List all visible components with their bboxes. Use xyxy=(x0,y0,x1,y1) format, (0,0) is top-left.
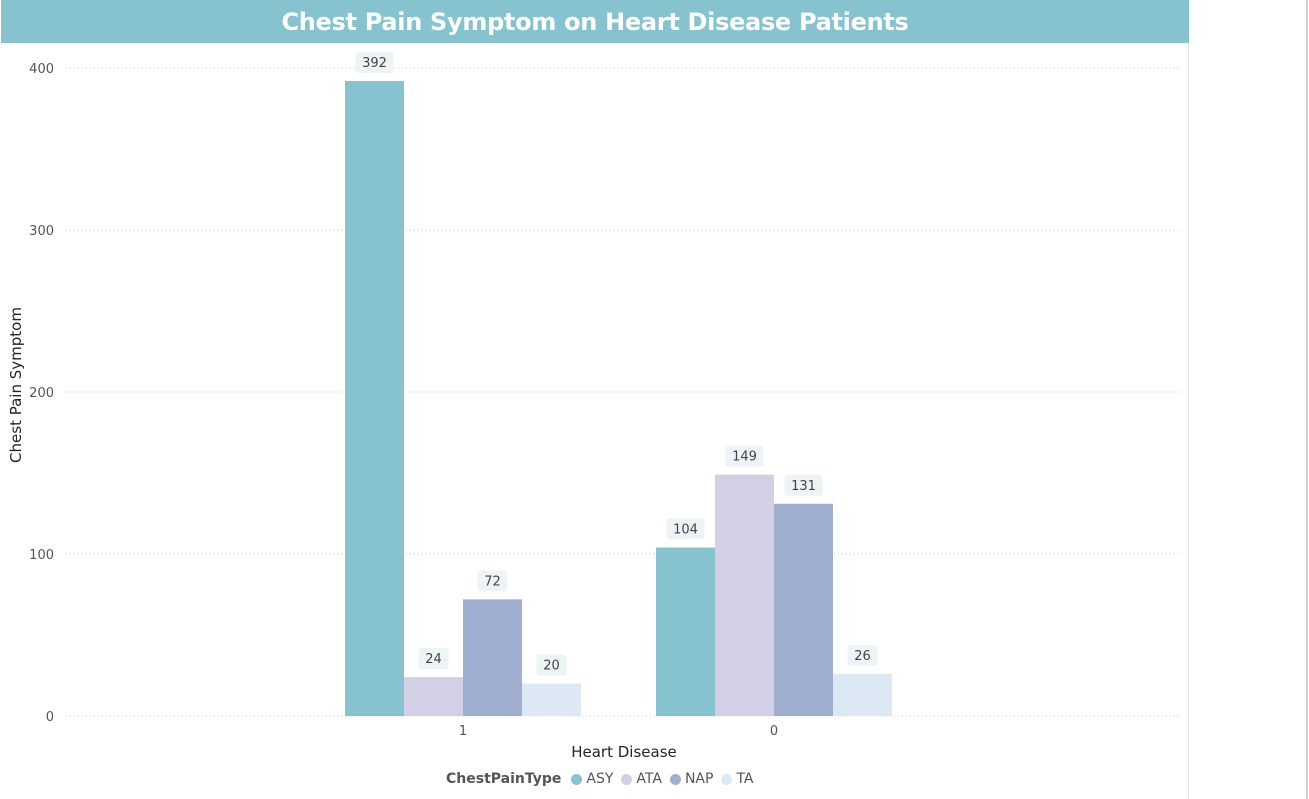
x-tick-label: 0 xyxy=(770,724,778,739)
y-axis-title: Chest Pain Symptom xyxy=(7,307,25,463)
data-label-box xyxy=(477,570,508,592)
report-page xyxy=(1188,0,1189,799)
legend-label: NAP xyxy=(684,771,714,787)
data-label-box xyxy=(536,654,567,676)
x-tick-label: 1 xyxy=(459,724,467,739)
data-labels: 392 24 72 20 104 149 131 26 xyxy=(355,51,878,676)
y-tick-label: 100 xyxy=(29,548,54,563)
y-tick-label: 400 xyxy=(29,62,54,77)
y-tick-label: 200 xyxy=(29,386,54,401)
legend-marker xyxy=(621,773,633,785)
data-label-box xyxy=(666,518,705,540)
y-tick-label: 0 xyxy=(46,710,54,725)
data-label-box xyxy=(847,644,878,666)
legend-label: ASY xyxy=(586,771,614,787)
data-label: 149 xyxy=(732,450,757,465)
legend-marker xyxy=(669,773,681,785)
chart-title: Chest Pain Symptom on Heart Disease Pati… xyxy=(281,7,909,36)
y-axis: 0 100 200 300 400 xyxy=(29,62,54,725)
bar-asy-1[interactable] xyxy=(345,80,404,716)
legend-item-ta[interactable]: TA xyxy=(721,771,754,787)
scrollbar-edge xyxy=(1306,0,1308,799)
bar-ta-0[interactable] xyxy=(833,673,892,716)
legend-item-nap[interactable]: NAP xyxy=(669,771,714,787)
bar-ata-0[interactable] xyxy=(715,474,774,716)
legend-marker xyxy=(571,773,583,785)
legend-title: ChestPainType xyxy=(446,771,562,787)
bar-ta-1[interactable] xyxy=(522,683,581,716)
data-label: 26 xyxy=(854,649,871,664)
legend-label: TA xyxy=(736,771,754,787)
data-label: 24 xyxy=(425,652,442,667)
bar-nap-0[interactable] xyxy=(774,503,833,716)
data-label: 20 xyxy=(543,659,560,674)
data-label: 131 xyxy=(791,479,816,494)
data-label-box xyxy=(355,51,394,73)
data-label: 72 xyxy=(484,574,501,589)
x-axis-title: Heart Disease xyxy=(571,743,677,761)
bars xyxy=(345,80,892,716)
gridlines xyxy=(66,67,1181,717)
data-label: 392 xyxy=(362,56,387,71)
data-label: 104 xyxy=(673,523,698,538)
y-tick-label: 300 xyxy=(29,224,54,239)
title-bar: Chest Pain Symptom on Heart Disease Pati… xyxy=(1,0,1189,43)
legend: ChestPainType ASY ATA NAP TA xyxy=(446,768,758,790)
bar-nap-1[interactable] xyxy=(463,599,522,716)
data-label-box xyxy=(784,474,823,496)
data-label-box xyxy=(725,445,764,467)
bar-asy-0[interactable] xyxy=(656,547,715,716)
legend-label: ATA xyxy=(636,771,662,787)
bar-ata-1[interactable] xyxy=(404,677,463,716)
data-label-box xyxy=(418,648,449,670)
legend-item-ata[interactable]: ATA xyxy=(621,771,662,787)
legend-marker xyxy=(721,773,733,785)
legend-item-asy[interactable]: ASY xyxy=(571,771,613,787)
